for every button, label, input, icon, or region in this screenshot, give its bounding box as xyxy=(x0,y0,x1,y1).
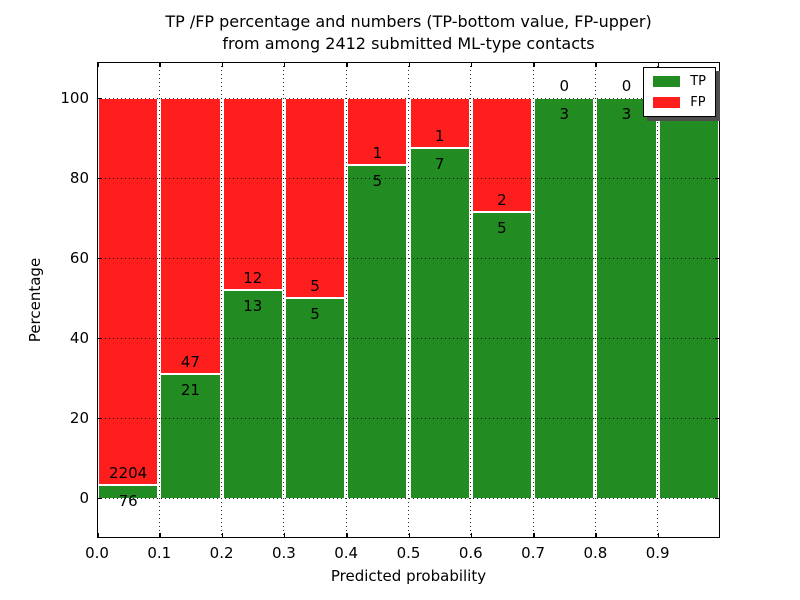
bar-segment-tp xyxy=(595,98,658,498)
x-tick-label: 0.4 xyxy=(334,544,359,562)
bar-segment-fp xyxy=(470,98,534,213)
x-tick-label: 0.2 xyxy=(209,544,234,562)
bars-layer xyxy=(97,62,720,538)
bar-segment-tp xyxy=(221,290,284,498)
legend-label-fp: FP xyxy=(690,95,706,110)
bar-segment-tp xyxy=(97,484,160,498)
bar-segment-fp xyxy=(159,98,222,375)
x-tick-label: 0.6 xyxy=(458,544,483,562)
plot-area: 2204764721121355151725030302 TP FP xyxy=(97,62,720,538)
x-tick-label: 0.9 xyxy=(645,544,670,562)
bar-segment-fp xyxy=(221,98,284,290)
bar-segment-fp xyxy=(408,98,471,148)
bar-segment-tp xyxy=(159,374,222,498)
chart-title-line2: from among 2412 submitted ML-type contac… xyxy=(222,34,595,53)
y-tick-label: 0 xyxy=(79,489,89,507)
legend-entry-tp: TP xyxy=(653,75,706,88)
legend-label-tp: TP xyxy=(690,74,706,89)
bar-segment-tp xyxy=(408,148,471,498)
y-tick-label: 60 xyxy=(69,249,89,267)
x-axis-title: Predicted probability xyxy=(330,567,487,585)
legend-entry-fp: FP xyxy=(653,96,706,109)
y-axis-title: Percentage xyxy=(26,257,44,343)
bar-segment-tp xyxy=(470,212,534,498)
legend-swatch-tp-icon xyxy=(653,76,681,87)
y-tick-label: 40 xyxy=(69,329,89,347)
x-tick-label: 0.3 xyxy=(271,544,296,562)
bar-segment-tp xyxy=(533,98,596,498)
legend-swatch-fp-icon xyxy=(653,97,681,108)
x-tick-label: 0.7 xyxy=(521,544,546,562)
x-tick-label: 0.8 xyxy=(583,544,608,562)
chart-title-line1: TP /FP percentage and numbers (TP-bottom… xyxy=(165,12,652,31)
x-tick-label: 0.5 xyxy=(396,544,421,562)
y-tick-label: 100 xyxy=(60,89,89,107)
bar-segment-tp xyxy=(283,298,347,498)
x-tick-label: 0.1 xyxy=(147,544,172,562)
bar-segment-fp xyxy=(346,98,409,165)
y-tick-label: 20 xyxy=(69,409,89,427)
y-tick-label: 80 xyxy=(69,169,89,187)
bar-segment-fp xyxy=(97,98,160,485)
bar-segment-tp xyxy=(346,164,409,498)
chart-title: TP /FP percentage and numbers (TP-bottom… xyxy=(97,11,720,55)
legend: TP FP xyxy=(643,67,716,117)
bar-segment-tp xyxy=(657,98,720,498)
x-tick-label: 0.0 xyxy=(85,544,109,562)
bar-segment-fp xyxy=(283,98,347,298)
